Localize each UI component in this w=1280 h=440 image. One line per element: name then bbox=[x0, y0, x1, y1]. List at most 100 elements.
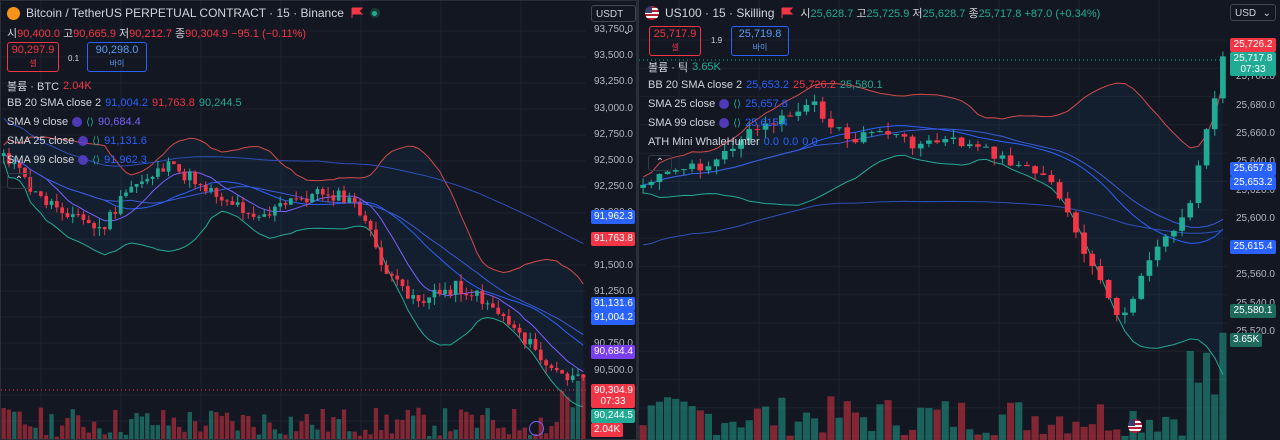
indicator-sma25[interactable]: SMA 25 close ⟨⟩ 25,657.8 bbox=[648, 98, 788, 110]
indicator-sma99[interactable]: SMA 99 close ⟨⟩ 91,962.3 bbox=[7, 154, 147, 166]
label-last-price: 25,717.8 07:33 bbox=[1230, 52, 1276, 76]
visibility-icon[interactable] bbox=[719, 118, 730, 128]
indicator-sma9[interactable]: SMA 9 close ⟨⟩ 90,684.4 bbox=[7, 116, 141, 128]
candle-body bbox=[1187, 203, 1194, 218]
label-sma25: 91,131.6 bbox=[591, 297, 635, 311]
indicator-bb[interactable]: BB 20 SMA close 2 25,653.2 25,726.2 25,5… bbox=[648, 79, 883, 91]
volume-bar bbox=[655, 401, 663, 440]
us100-price-chart[interactable] bbox=[639, 0, 1280, 440]
volume-bar bbox=[416, 407, 421, 439]
buy-button[interactable]: 25,719.8 바이 bbox=[731, 26, 789, 56]
axis-tick-label: 93,500.0 bbox=[594, 50, 633, 62]
candle-body bbox=[549, 365, 554, 369]
candle-body bbox=[942, 139, 949, 143]
candle-body bbox=[459, 280, 463, 295]
candle-body bbox=[251, 213, 256, 217]
axis-tick-label: 25,640.0 bbox=[1236, 156, 1275, 167]
flag-icon[interactable] bbox=[780, 7, 794, 19]
candle-body bbox=[877, 131, 883, 133]
visibility-icon[interactable] bbox=[72, 117, 83, 127]
volume-bar bbox=[827, 396, 835, 440]
volume-bar bbox=[860, 417, 868, 440]
collapse-indicators-button[interactable]: ⌃ bbox=[7, 173, 31, 189]
collapse-indicators-button[interactable]: ⌃ bbox=[648, 155, 672, 171]
candle-body bbox=[342, 190, 346, 203]
volume-bar bbox=[1145, 419, 1153, 440]
candle-body bbox=[565, 373, 570, 381]
candle-body bbox=[97, 227, 102, 229]
volume-bar bbox=[1015, 402, 1023, 440]
candle-body bbox=[640, 184, 646, 188]
volume-bar bbox=[6, 409, 12, 439]
candle-body bbox=[209, 188, 213, 192]
axis-tick-label: 92,250.0 bbox=[594, 181, 633, 193]
candle-body bbox=[538, 349, 543, 361]
btc-chart-pane[interactable]: Bitcoin / TetherUS PERPETUAL CONTRACT · … bbox=[0, 0, 637, 440]
candle-body bbox=[656, 173, 663, 183]
volume-bar bbox=[639, 425, 647, 440]
candle-body bbox=[161, 168, 166, 172]
us100-chart-pane[interactable]: US100 · 15 · Skilling 시25,628.7 고25,725.… bbox=[639, 0, 1280, 440]
pane-divider[interactable] bbox=[637, 0, 639, 440]
volume-bar bbox=[490, 420, 496, 439]
sma9-line bbox=[3, 152, 584, 373]
volume-bar bbox=[868, 430, 876, 440]
volume-bar bbox=[1, 407, 6, 439]
lightning-icon[interactable] bbox=[529, 421, 544, 436]
candle-body bbox=[187, 171, 192, 181]
volume-bar bbox=[543, 433, 549, 439]
sell-button[interactable]: 90,297.9 셀 bbox=[7, 42, 59, 72]
volume-bar bbox=[214, 412, 219, 439]
indicator-bb[interactable]: BB 20 SMA close 2 91,004.2 91,763.8 90,2… bbox=[7, 97, 242, 109]
visibility-icon[interactable] bbox=[719, 99, 730, 109]
visibility-icon[interactable] bbox=[78, 136, 89, 146]
buy-button[interactable]: 90,298.0 바이 bbox=[87, 42, 147, 72]
volume-bar bbox=[38, 407, 44, 439]
candle-body bbox=[885, 131, 891, 135]
indicator-whalehunter[interactable]: ATH Mini WhaleHunter 0.0 0.0 0.0 bbox=[648, 136, 818, 148]
volume-bar bbox=[198, 431, 203, 439]
flag-icon[interactable] bbox=[350, 7, 364, 19]
bollinger-band-fill bbox=[643, 83, 1223, 375]
candle-body bbox=[576, 374, 580, 376]
visibility-icon[interactable] bbox=[78, 155, 89, 165]
volume-bar bbox=[745, 420, 753, 440]
label-volume: 3.65K bbox=[1230, 333, 1262, 347]
currency-selector[interactable]: USDT ⌄ bbox=[591, 5, 636, 37]
volume-bar bbox=[729, 421, 737, 440]
btc-symbol-title[interactable]: Bitcoin / TetherUS PERPETUAL CONTRACT · … bbox=[26, 6, 344, 20]
indicator-volume[interactable]: 볼륨 · BTC 2.04K bbox=[7, 80, 92, 93]
volume-bar bbox=[400, 419, 405, 439]
volume-bar bbox=[315, 429, 320, 439]
candle-body bbox=[836, 127, 842, 129]
candle-body bbox=[129, 186, 134, 193]
volume-bar bbox=[33, 427, 38, 439]
volume-bar bbox=[998, 414, 1006, 440]
volume-bar bbox=[150, 425, 155, 439]
candle-body bbox=[554, 368, 559, 371]
volume-bar bbox=[107, 432, 113, 439]
volume-bar bbox=[421, 414, 426, 439]
indicator-sma25[interactable]: SMA 25 close ⟨⟩ 91,131.6 bbox=[7, 135, 147, 147]
candle-body bbox=[1130, 298, 1136, 313]
indicator-volume[interactable]: 볼륨 · 틱 3.65K bbox=[648, 61, 721, 74]
btc-price-chart[interactable] bbox=[1, 1, 637, 440]
candle-body bbox=[983, 146, 989, 148]
us-flag-icon[interactable] bbox=[1128, 419, 1142, 433]
candle-body bbox=[374, 229, 378, 248]
sell-button[interactable]: 25,717.9 셀 bbox=[649, 26, 701, 56]
volume-bar bbox=[70, 409, 75, 439]
indicator-sma99[interactable]: SMA 99 close ⟨⟩ 25,615.4 bbox=[648, 117, 788, 129]
volume-bar bbox=[458, 409, 464, 439]
volume-bar bbox=[86, 432, 91, 439]
candle-body bbox=[966, 144, 973, 147]
axis-tick-label: 92,500.0 bbox=[594, 155, 633, 166]
currency-selector[interactable]: USD ⌄ bbox=[1230, 4, 1276, 21]
us100-symbol-title[interactable]: US100 · 15 · Skilling bbox=[665, 6, 775, 20]
volume-bar bbox=[575, 380, 581, 439]
candle-body bbox=[1146, 260, 1153, 276]
spread-value: 1.9 bbox=[711, 36, 723, 45]
volume-bar bbox=[672, 398, 680, 440]
volume-bar bbox=[933, 409, 941, 440]
volume-bar bbox=[75, 415, 81, 439]
